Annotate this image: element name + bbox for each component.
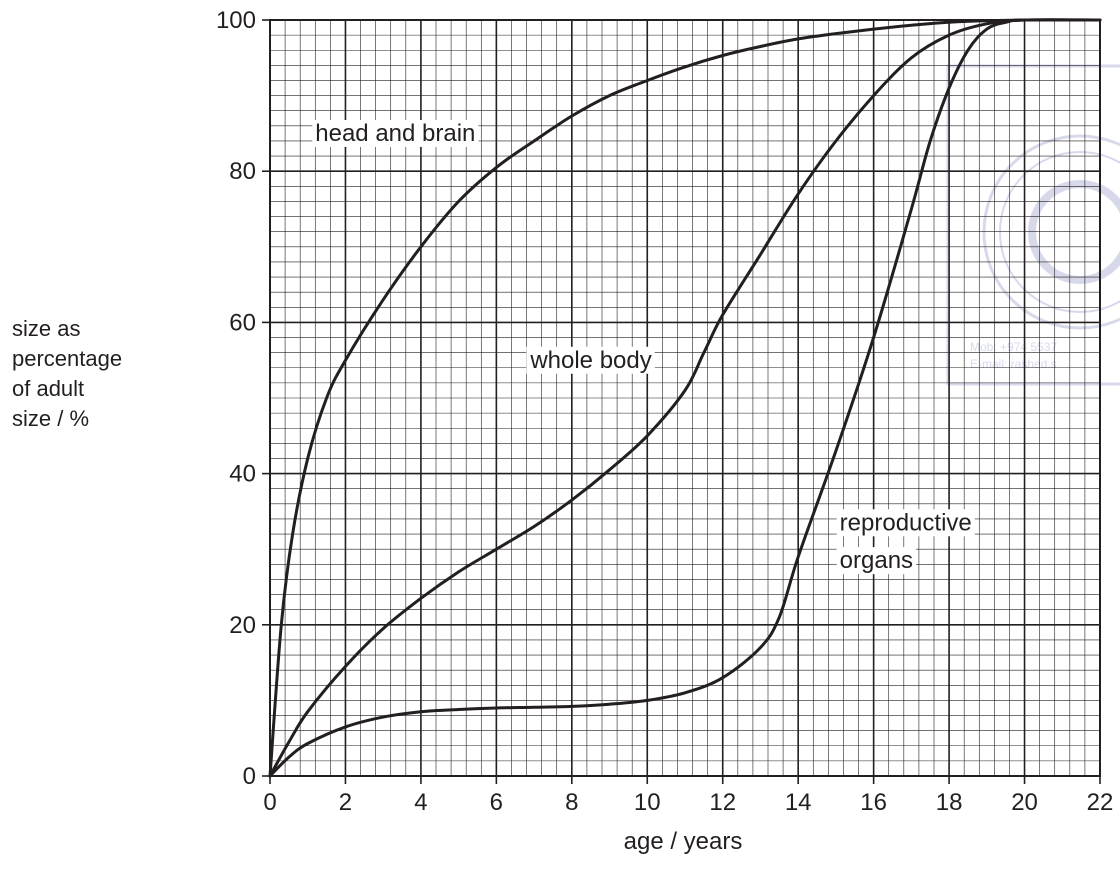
annotation-text: whole body (529, 347, 651, 374)
y-tick-label: 80 (229, 158, 256, 185)
annotation-background (836, 509, 975, 537)
y-axis-label-line: size as (12, 316, 81, 341)
series-line-reproductive-organs (268, 18, 1102, 778)
x-tick-label: 8 (565, 789, 578, 816)
y-tick-label: 60 (229, 309, 256, 336)
series-line-head-and-brain (268, 18, 1102, 778)
y-axis-label-line: percentage (12, 346, 123, 371)
annotation-organs: organs (836, 547, 917, 575)
curves (268, 18, 1102, 778)
x-axis-label: age / years (623, 828, 743, 855)
annotation-text: head and brain (315, 120, 475, 147)
plot-frame (269, 19, 1101, 777)
watermark-seal: Mob: +974 5537 E-mail: rashed.s (946, 64, 1120, 386)
tick-labels: 0 2 4 6 8 10 12 14 16 18 20 22 0 20 40 60 80 100 (216, 7, 1113, 816)
x-tick-label: 20 (1011, 789, 1038, 816)
x-tick-label: 2 (339, 789, 352, 816)
x-tick-label: 0 (263, 789, 276, 816)
x-tick-label: 22 (1087, 789, 1114, 816)
annotation-text: reproductive (840, 509, 972, 536)
annotation-background (836, 547, 917, 575)
x-tick-label: 10 (634, 789, 661, 816)
x-tick-label: 6 (490, 789, 503, 816)
x-tick-label: 14 (785, 789, 812, 816)
annotation-whole-body: whole body (526, 346, 655, 374)
annotation-background (526, 346, 655, 374)
annotation-reproductive: reproductive (836, 509, 975, 537)
y-tick-label: 0 (243, 763, 256, 790)
y-axis-label-line: size / % (12, 406, 90, 431)
watermark-line-2: E-mail: rashed.s (970, 357, 1057, 371)
major-grid (269, 19, 1101, 777)
curve-labels: head and brain whole body reproductive orga… (312, 119, 975, 575)
y-tick-label: 100 (216, 7, 256, 34)
watermark-line-1: Mob: +974 5537 (970, 340, 1057, 354)
y-tick-label: 40 (229, 461, 256, 488)
x-tick-label: 18 (936, 789, 963, 816)
annotation-text: organs (840, 547, 913, 574)
y-axis-label-line: of adult (12, 376, 85, 401)
x-tick-label: 4 (414, 789, 427, 816)
y-tick-label: 20 (229, 612, 256, 639)
series-line-whole-body (268, 18, 1102, 778)
y-axis-label: size as percentage of adult size / % (12, 314, 172, 434)
x-tick-label: 16 (860, 789, 887, 816)
x-tick-label: 12 (709, 789, 736, 816)
annotation-background (312, 119, 479, 147)
annotation-head-and-brain: head and brain (312, 119, 479, 147)
